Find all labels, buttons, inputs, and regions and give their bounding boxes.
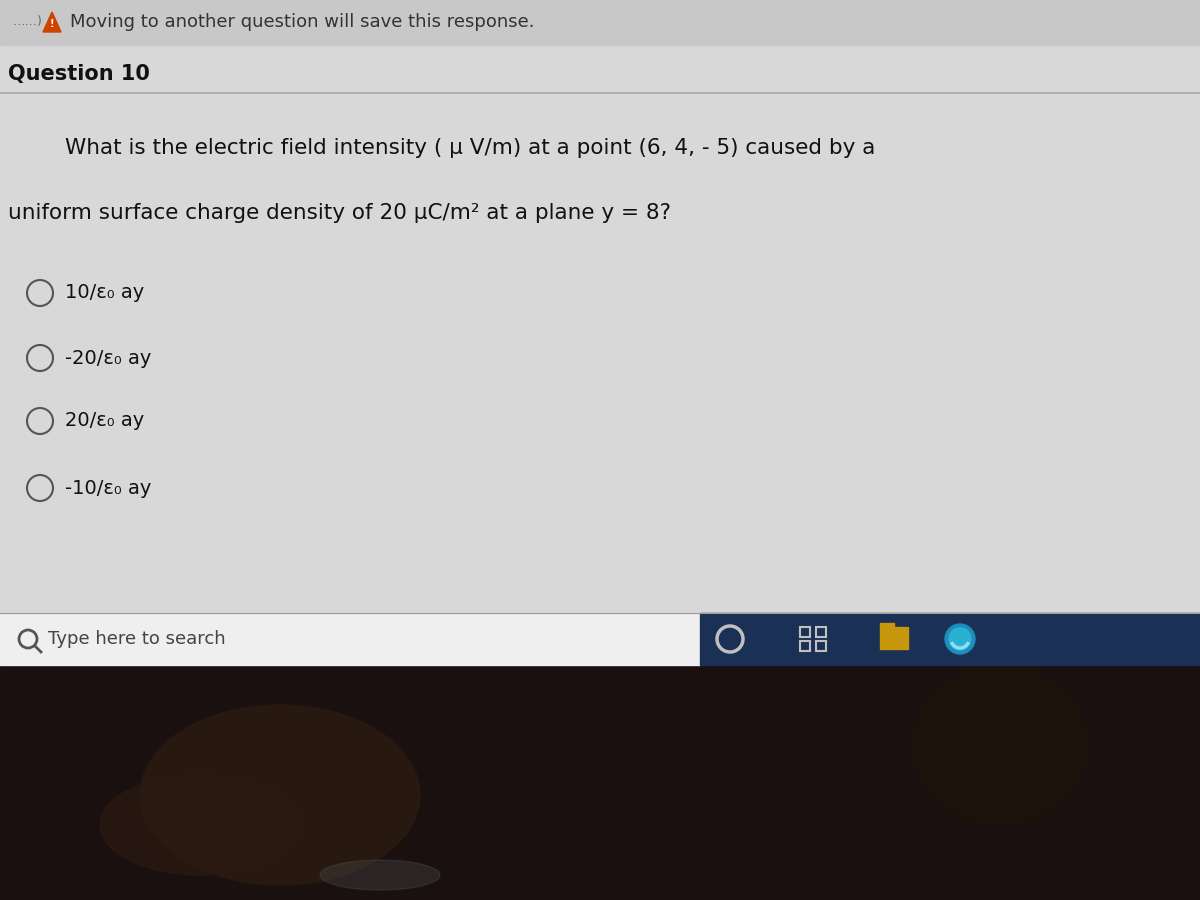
Text: -10/ε₀ ay: -10/ε₀ ay: [65, 479, 151, 498]
Ellipse shape: [320, 860, 440, 890]
Text: uniform surface charge density of 20 μC/m² at a plane y = 8?: uniform surface charge density of 20 μC/…: [8, 203, 671, 223]
Bar: [0, 93, 1200, 613]
Text: -20/ε₀ ay: -20/ε₀ ay: [65, 348, 151, 367]
Circle shape: [949, 628, 971, 650]
Text: Question 10: Question 10: [8, 64, 150, 84]
Bar: [0, 0, 1200, 45]
Bar: [816, 641, 826, 651]
Bar: [0, 55, 1200, 93]
Ellipse shape: [100, 775, 300, 875]
Bar: [800, 641, 810, 651]
Ellipse shape: [140, 705, 420, 885]
Bar: [700, 613, 1200, 665]
Ellipse shape: [910, 665, 1090, 825]
FancyBboxPatch shape: [880, 627, 908, 649]
Polygon shape: [43, 12, 61, 32]
Circle shape: [946, 624, 974, 654]
Bar: [0, 613, 700, 665]
Text: ……): ……): [12, 15, 42, 29]
Bar: [800, 627, 810, 637]
Text: What is the electric field intensity ( μ V/m) at a point (6, 4, - 5) caused by a: What is the electric field intensity ( μ…: [65, 138, 875, 158]
Bar: [816, 627, 826, 637]
Text: Moving to another question will save this response.: Moving to another question will save thi…: [70, 13, 534, 31]
Text: !: !: [49, 19, 54, 29]
FancyBboxPatch shape: [880, 623, 894, 628]
Bar: [0, 665, 1200, 900]
Text: 20/ε₀ ay: 20/ε₀ ay: [65, 411, 144, 430]
Text: 10/ε₀ ay: 10/ε₀ ay: [65, 284, 144, 302]
Text: Type here to search: Type here to search: [48, 630, 226, 648]
